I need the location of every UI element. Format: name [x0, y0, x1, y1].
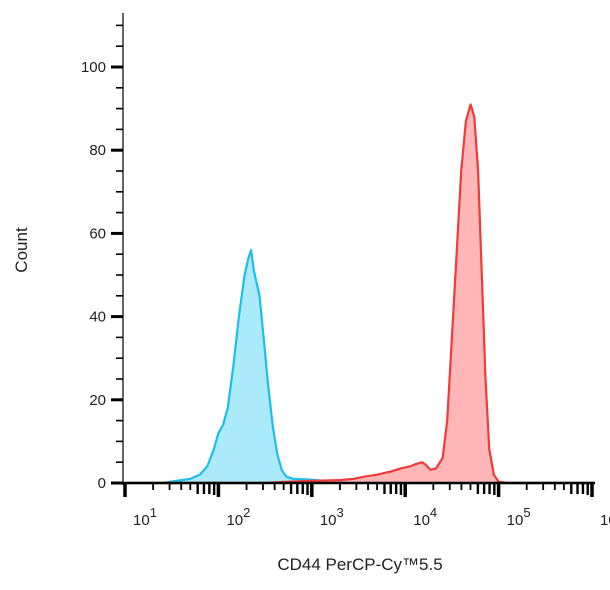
series-fill-1 — [125, 104, 592, 484]
x-tick-label: 105 — [507, 505, 531, 529]
x-tick-label: 104 — [413, 505, 437, 529]
x-axis-label: CD44 PerCP-Cy™5.5 — [277, 555, 442, 574]
axes-layer: 020406080100101102103104105106 — [81, 13, 610, 529]
x-tick-label: 106 — [600, 505, 610, 529]
series-layer — [125, 103, 592, 485]
x-tick-label: 102 — [226, 505, 250, 529]
x-tick-base: 10 — [226, 512, 243, 529]
x-tick-base: 10 — [600, 512, 610, 529]
x-tick-exponent: 2 — [243, 505, 250, 520]
y-tick-label: 80 — [89, 142, 106, 159]
x-tick-exponent: 3 — [337, 505, 344, 520]
y-tick-label: 20 — [89, 392, 106, 409]
y-axis-label: Count — [12, 227, 31, 273]
x-tick-base: 10 — [413, 512, 430, 529]
x-tick-exponent: 1 — [150, 505, 157, 520]
y-tick-label: 40 — [89, 309, 106, 326]
y-tick-label: 60 — [89, 225, 106, 242]
series-line-1 — [125, 103, 592, 485]
y-tick-label: 0 — [98, 475, 106, 492]
x-tick-label: 101 — [133, 505, 157, 529]
x-tick-label: 103 — [320, 505, 344, 529]
x-tick-exponent: 5 — [523, 505, 530, 520]
x-tick-base: 10 — [320, 512, 337, 529]
x-tick-base: 10 — [507, 512, 524, 529]
x-tick-exponent: 4 — [430, 505, 437, 520]
x-tick-base: 10 — [133, 512, 150, 529]
series-line-0 — [125, 248, 592, 485]
y-tick-label: 100 — [81, 59, 106, 76]
series-fill-0 — [125, 250, 592, 483]
